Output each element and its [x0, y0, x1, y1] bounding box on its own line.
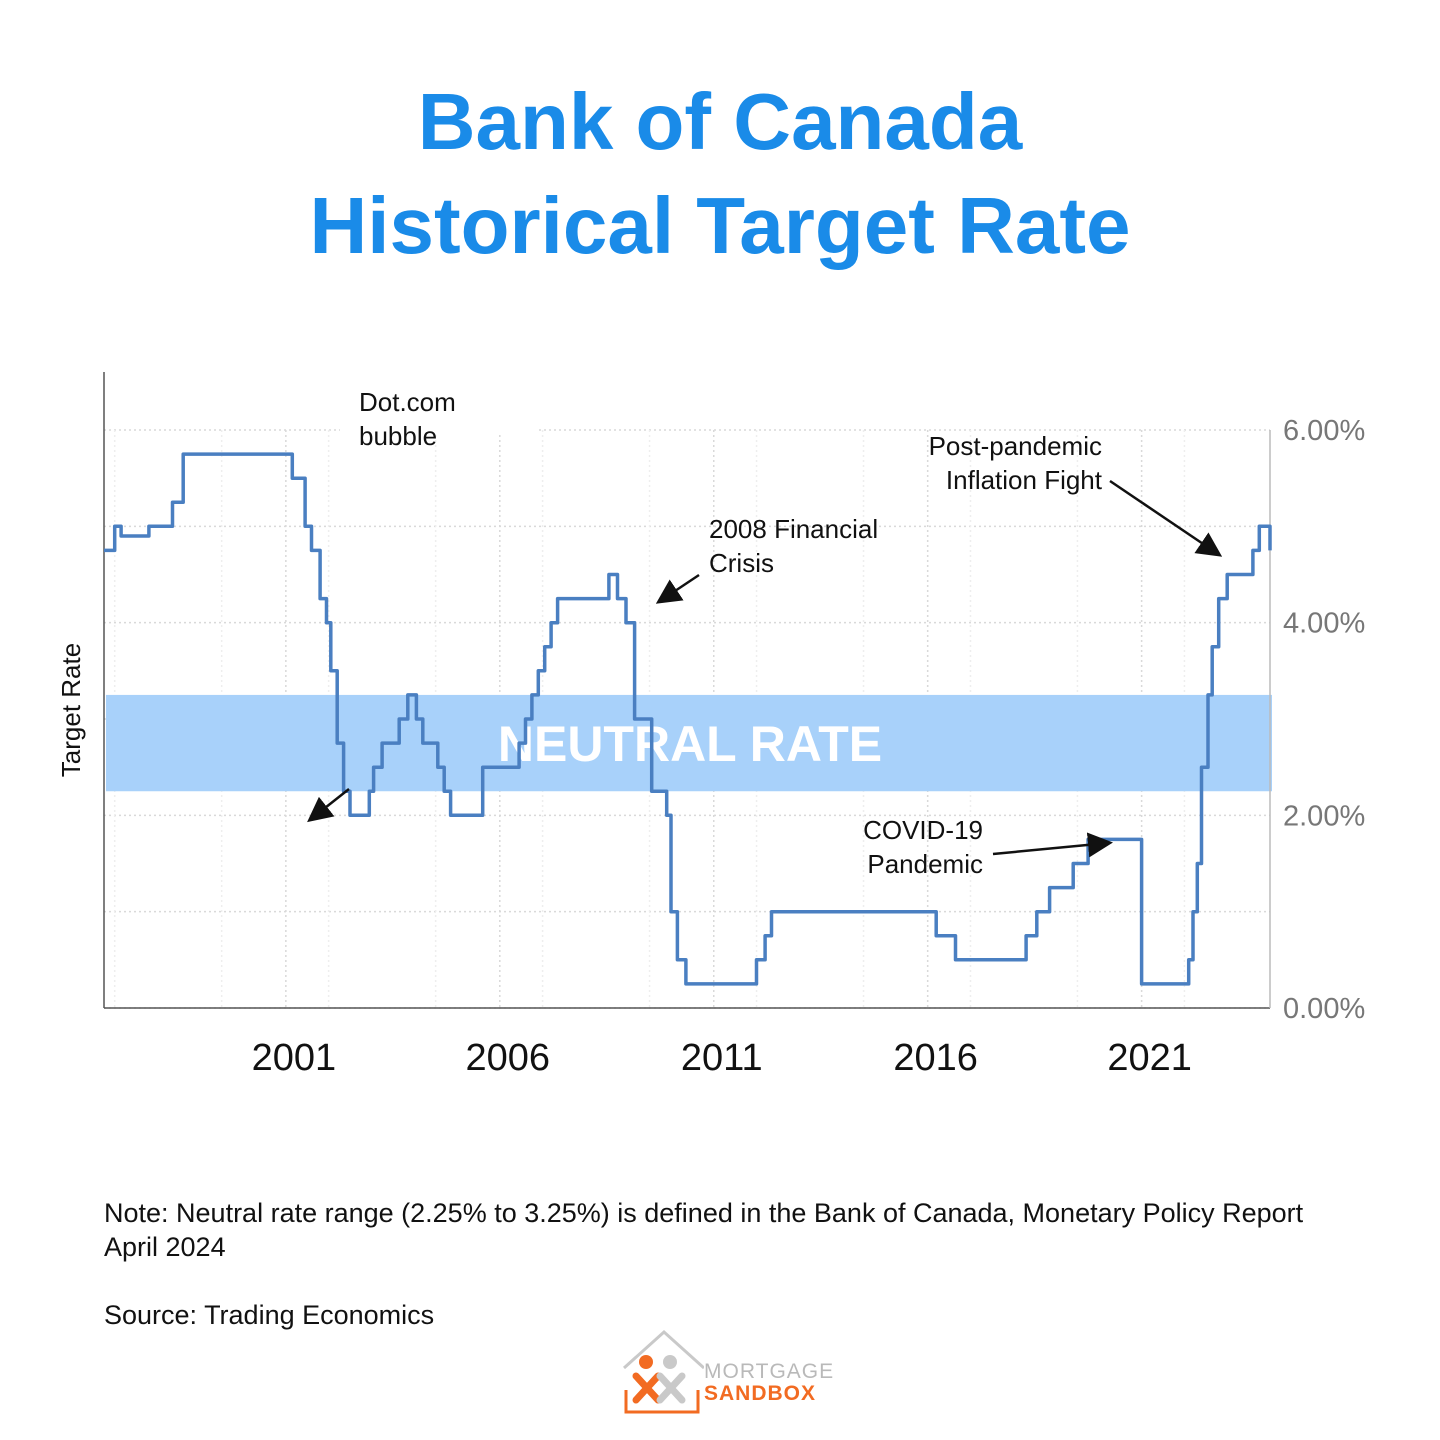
- y-tick-label: 2.00%: [1283, 800, 1365, 832]
- logo-text-mortgage: MORTGAGE: [704, 1360, 835, 1383]
- target-rate-line: [104, 452, 1272, 986]
- neutral-rate-band: [106, 694, 1272, 792]
- footnote-line2: April 2024: [104, 1232, 226, 1262]
- source-text: Source: Trading Economics: [104, 1300, 435, 1330]
- chart-title: Bank of Canada Historical Target Rate: [0, 70, 1440, 278]
- annotation-text: Dot.com: [359, 387, 456, 417]
- mortgage-sandbox-logo: MORTGAGE SANDBOX: [618, 1326, 833, 1418]
- y-tick-label: 4.00%: [1283, 608, 1365, 640]
- annotation-mask: [340, 370, 536, 432]
- annotation-arrow: [1109, 479, 1223, 557]
- annotations: Dot.com bubble 2008 Financial Crisis Post-pa…: [307, 370, 1223, 879]
- annotation-text: Post-pandemic: [929, 431, 1102, 461]
- x-tick-label: 2006: [466, 1037, 551, 1079]
- x-tick-label: 2021: [1107, 1037, 1192, 1079]
- x-tick-label: 2011: [681, 1037, 763, 1079]
- footnote: Note: Neutral rate range (2.25% to 3.25%…: [104, 1196, 1364, 1264]
- y-axis-label: Target Rate: [56, 643, 86, 777]
- annotation-text: Inflation Fight: [946, 465, 1103, 495]
- neutral-rate-label: NEUTRAL RATE: [498, 716, 882, 772]
- rate-chart: NEUTRAL RATE 0.00% 2.00% 4.00% 6.00% 2001 200…: [56, 370, 1366, 1079]
- annotation-text: COVID-19: [863, 815, 983, 845]
- house-logo-icon: [622, 1329, 706, 1414]
- y-tick-label: 0.00%: [1283, 993, 1365, 1025]
- annotation-text: Pandemic: [867, 849, 983, 879]
- annotation-text: 2008 Financial: [709, 514, 878, 544]
- logo-text-sandbox: SANDBOX: [704, 1382, 817, 1405]
- annotation-arrow: [992, 832, 1113, 858]
- chart-title-line2: Historical Target Rate: [309, 181, 1131, 270]
- annotation-arrow: [655, 573, 700, 604]
- x-tick-label: 2001: [252, 1037, 337, 1079]
- x-tick-label: 2016: [893, 1037, 978, 1079]
- y-tick-label: 6.00%: [1283, 415, 1365, 447]
- chart-title-line1: Bank of Canada: [417, 77, 1023, 166]
- annotation-arrow: [307, 788, 350, 823]
- footnote-line1: Note: Neutral rate range (2.25% to 3.25%…: [104, 1198, 1304, 1228]
- annotation-text: bubble: [359, 421, 437, 451]
- tick-labels: 0.00% 2.00% 4.00% 6.00% 2001 2006 2011 2016 2021: [252, 415, 1366, 1079]
- annotation-text: Crisis: [709, 548, 774, 578]
